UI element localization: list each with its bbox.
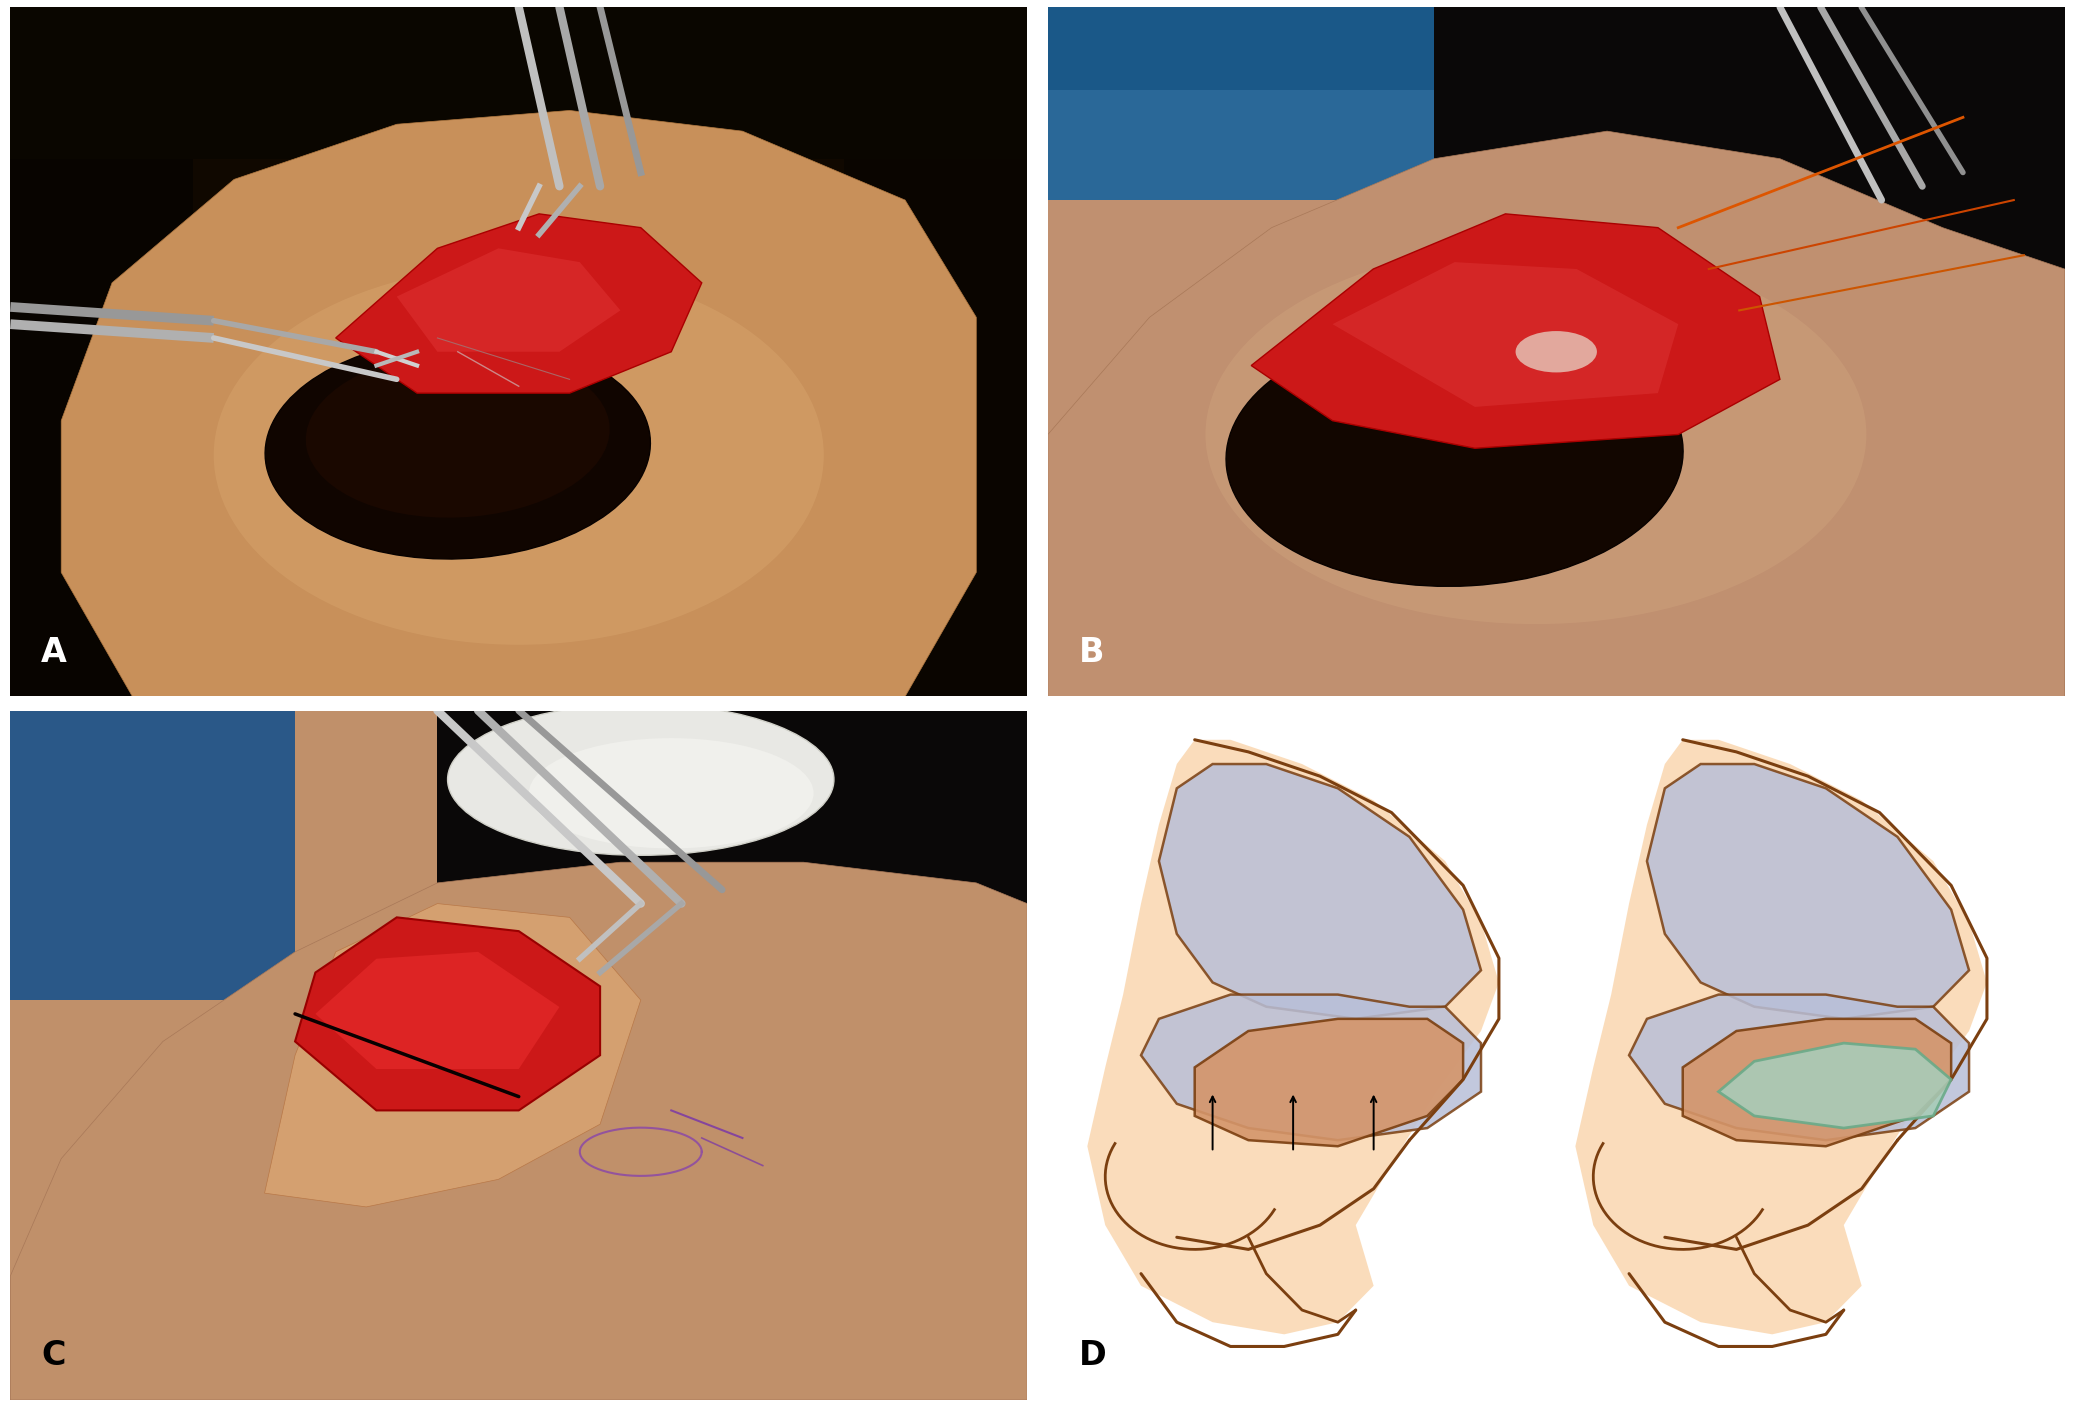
Ellipse shape <box>1515 331 1598 373</box>
Text: A: A <box>42 636 66 668</box>
Ellipse shape <box>1206 245 1865 625</box>
Bar <box>10 7 1027 159</box>
Polygon shape <box>1648 764 1969 1019</box>
Text: D: D <box>1079 1339 1106 1372</box>
Polygon shape <box>1251 214 1780 449</box>
Polygon shape <box>1683 1019 1950 1147</box>
Bar <box>10 711 295 1000</box>
Bar <box>438 711 1027 903</box>
Polygon shape <box>1195 1019 1463 1147</box>
Polygon shape <box>1048 131 2065 696</box>
Text: B: B <box>1079 636 1104 668</box>
Polygon shape <box>315 951 560 1069</box>
Ellipse shape <box>529 739 813 848</box>
Ellipse shape <box>214 266 824 644</box>
Polygon shape <box>266 903 641 1207</box>
Polygon shape <box>396 249 620 352</box>
Bar <box>10 7 193 696</box>
Polygon shape <box>336 214 701 393</box>
Polygon shape <box>1332 262 1679 407</box>
Ellipse shape <box>448 704 834 855</box>
Polygon shape <box>1160 764 1482 1019</box>
Bar <box>1434 7 2065 269</box>
Bar <box>845 7 1027 696</box>
Polygon shape <box>1087 740 1498 1334</box>
Polygon shape <box>10 862 1027 1400</box>
Polygon shape <box>1718 1043 1950 1128</box>
Ellipse shape <box>305 352 610 518</box>
Bar <box>1048 7 1434 90</box>
Polygon shape <box>62 111 975 696</box>
Ellipse shape <box>1226 324 1683 587</box>
Text: C: C <box>42 1339 66 1372</box>
Ellipse shape <box>266 338 649 559</box>
Bar <box>1048 7 1434 200</box>
Polygon shape <box>1629 995 1969 1140</box>
Polygon shape <box>1575 740 1988 1334</box>
Polygon shape <box>295 917 600 1110</box>
Polygon shape <box>1141 995 1482 1140</box>
